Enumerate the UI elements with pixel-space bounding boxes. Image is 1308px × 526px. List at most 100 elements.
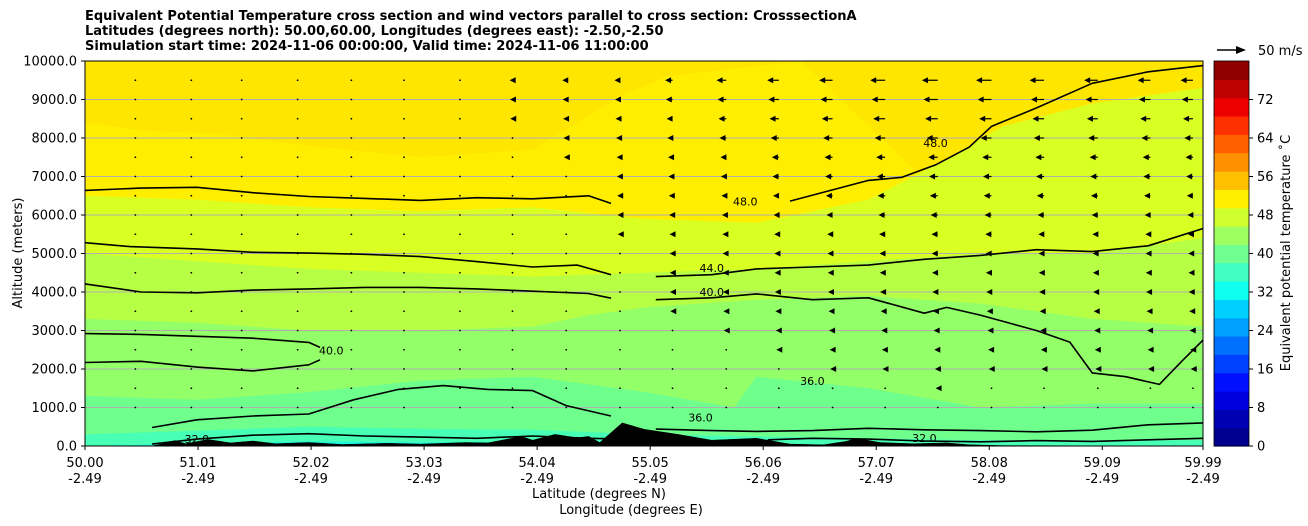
wind-arrow-head	[1090, 192, 1097, 199]
wind-arrow-head	[1092, 231, 1099, 238]
title-line-1: Equivalent Potential Temperature cross s…	[85, 9, 857, 24]
wind-arrow	[459, 329, 461, 332]
contour-label-7: 40.0	[319, 344, 344, 357]
wind-arrow-head	[1086, 115, 1093, 122]
y-tick-label-5: 5000.0	[32, 247, 78, 262]
wind-arrow-dot	[1192, 387, 1194, 390]
wind-arrow-dot	[350, 387, 353, 390]
y-axis-label: Altitude (meters)	[11, 198, 26, 309]
wind-arrow	[565, 368, 568, 370]
wind-arrow-head	[1040, 327, 1047, 334]
contour-line-0	[85, 186, 612, 205]
wind-arrow-head	[1035, 154, 1042, 161]
wind-arrow-head	[1088, 135, 1095, 141]
wind-arrow	[403, 387, 405, 390]
wind-arrow-head	[1189, 327, 1196, 334]
wind-arrow	[616, 135, 623, 141]
wind-arrow	[1090, 192, 1098, 199]
wind-arrow	[296, 271, 299, 274]
wind-arrow	[929, 192, 938, 199]
wind-arrow-head	[668, 192, 675, 199]
wind-arrow	[190, 348, 193, 351]
wind-arrow	[1035, 154, 1045, 161]
wind-arrow-head	[1144, 212, 1151, 218]
wind-arrow-dot	[403, 175, 405, 178]
wind-arrow	[134, 368, 137, 370]
wind-arrow-head	[1137, 77, 1144, 84]
wind-arrow-head	[1181, 96, 1188, 103]
wind-arrow	[134, 194, 137, 197]
wind-arrow-dot	[190, 252, 193, 255]
wind-arrow-head	[723, 308, 730, 315]
wind-arrow	[984, 212, 992, 218]
wind-arrow	[134, 271, 137, 274]
wind-arrow	[240, 194, 243, 197]
wind-arrow-dot	[511, 291, 514, 293]
wind-arrow-head	[1090, 173, 1097, 180]
wind-arrow	[134, 329, 137, 332]
wind-arrow-head	[825, 173, 832, 180]
colorbar-tick-label-9: 72	[1257, 93, 1274, 108]
wind-arrow-dot	[459, 194, 461, 197]
wind-arrow-head	[614, 96, 621, 103]
wind-arrow-head	[827, 231, 834, 238]
wind-arrow-dot	[403, 233, 405, 236]
wind-arrow-head	[934, 366, 941, 372]
wind-arrow-head	[934, 346, 941, 353]
wind-arrow	[403, 310, 405, 313]
wind-arrow	[1183, 115, 1193, 122]
wind-arrow	[134, 137, 137, 139]
wind-arrow-dot	[134, 329, 137, 332]
wind-arrow-dot	[240, 252, 243, 255]
wind-arrow-head	[871, 96, 878, 103]
wind-arrow	[350, 310, 353, 313]
wind-arrow	[296, 310, 299, 313]
wind-arrow-dot	[511, 252, 514, 255]
wind-arrow	[459, 271, 461, 274]
wind-arrow-dot	[134, 194, 137, 197]
wind-arrow-dot	[240, 156, 243, 159]
wind-arrow-head	[717, 96, 724, 103]
wind-arrow	[983, 192, 992, 199]
wind-arrow	[990, 387, 993, 390]
wind-arrow-dot	[777, 387, 780, 390]
wind-arrow-head	[986, 308, 993, 315]
wind-arrow	[1036, 173, 1045, 180]
colorbar-segment-2	[1214, 391, 1249, 410]
wind-arrow-dot	[350, 233, 353, 236]
wind-arrow	[350, 348, 353, 351]
wind-arrow	[1043, 406, 1045, 409]
wind-arrow-dot	[511, 214, 514, 216]
wind-arrow	[350, 194, 353, 197]
wind-arrow-dot	[190, 98, 193, 101]
wind-arrow-head	[878, 212, 885, 218]
wind-arrow-dot	[296, 348, 299, 351]
wind-arrow	[876, 173, 886, 180]
wind-arrow-dot	[403, 271, 405, 274]
wind-arrow	[1137, 77, 1151, 84]
wind-arrow-head	[669, 212, 676, 218]
wind-arrow-head	[1038, 250, 1045, 257]
wind-arrow	[617, 192, 624, 199]
wind-arrow-head	[562, 77, 569, 84]
wind-arrow	[774, 289, 781, 295]
wind-arrow-head	[722, 250, 729, 257]
wind-arrow	[296, 79, 299, 82]
wind-arrow-head	[1187, 231, 1194, 238]
colorbar-segment-8	[1214, 281, 1249, 300]
contour-label-0: 48.0	[733, 195, 758, 208]
wind-arrow	[296, 348, 299, 351]
wind-arrow	[985, 231, 992, 238]
wind-arrow	[296, 156, 299, 159]
wind-arrow-dot	[565, 194, 568, 197]
wind-arrow	[350, 252, 353, 255]
wind-arrow	[871, 96, 886, 103]
colorbar-segment-20	[1214, 61, 1249, 80]
wind-arrow	[296, 368, 299, 370]
wind-arrow-head	[668, 173, 675, 180]
wind-arrow	[190, 387, 193, 390]
wind-arrow	[511, 194, 514, 197]
wind-arrow	[240, 117, 243, 120]
wind-arrow-head	[669, 269, 676, 276]
wind-arrow-dot	[831, 406, 834, 409]
